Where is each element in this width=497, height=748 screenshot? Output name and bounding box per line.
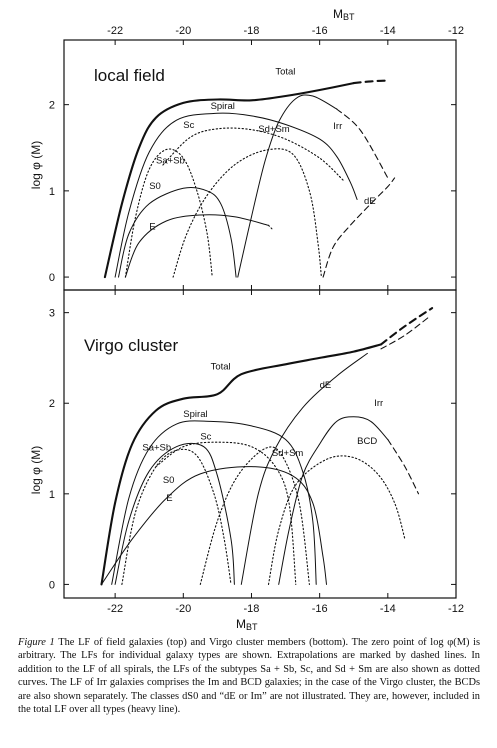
- axis-title-top-x: MBT: [333, 7, 355, 22]
- y-tick-label: 2: [49, 100, 55, 112]
- curve-label-group-local-field: Total Spiral Sc Sd+Sm Sa+Sb S0 E Irr dE: [149, 66, 375, 232]
- curve-label-irr-top: Irr: [333, 121, 342, 132]
- axis-title-top-x-sub: BT: [343, 12, 355, 22]
- x-tick-label: -14: [380, 603, 396, 615]
- curve-sa-sb-top: [124, 148, 213, 278]
- curve-s0-bottom: [114, 442, 235, 585]
- axis-title-top-y: log φ (M): [29, 141, 43, 189]
- y-tick-label: 1: [49, 489, 55, 501]
- x-tick-label: -20: [175, 603, 191, 615]
- curve-label-sa-sb-top: Sa+Sb: [156, 155, 185, 166]
- tick-group-local-field: -22 -20 -18 -16 -14 -12 0 1 2: [49, 25, 464, 290]
- curve-label-irr-bottom: Irr: [374, 398, 383, 409]
- figure-caption: Figure 1 The LF of field galaxies (top) …: [18, 636, 480, 716]
- curve-extension-top: [352, 79, 389, 85]
- curve-extension-top: [267, 224, 273, 230]
- curve-group-virgo-cluster: [100, 307, 434, 586]
- axis-title-bottom-x-main: M: [236, 617, 246, 631]
- curve-e-top: [124, 214, 269, 278]
- x-tick-label: -12: [448, 25, 464, 37]
- x-tick-label: -16: [312, 25, 328, 37]
- y-tick-label: 1: [49, 186, 55, 198]
- panel-title-local-field: local field: [94, 66, 165, 85]
- curve-sd-sm-bottom: [199, 446, 310, 585]
- curve-total-bottom: [100, 343, 383, 586]
- curve-label-group-virgo-cluster: Total Spiral Sc Sa+Sb S0 E Sd+Sm dE Irr BCD: [142, 362, 383, 504]
- curve-spiral-top: [114, 112, 358, 278]
- curve-label-total-top: Total: [275, 66, 295, 77]
- curve-de-top: [322, 177, 396, 278]
- curve-label-de-bottom: dE: [320, 380, 332, 391]
- x-tick-label: -22: [107, 603, 123, 615]
- curve-label-s0-bottom: S0: [163, 475, 175, 486]
- curve-bcd-bottom: [267, 455, 406, 585]
- curve-sc-top: [162, 127, 345, 182]
- curve-irr-top: [237, 94, 338, 278]
- curve-irr-bottom: [278, 416, 389, 585]
- curve-label-s0-top: S0: [149, 181, 161, 192]
- curve-sc-bottom: [155, 441, 297, 585]
- tick-group-virgo-cluster: -22 -20 -18 -16 -14 -12 0 1 2 3: [49, 290, 464, 615]
- caption-lead: Figure 1: [18, 637, 55, 648]
- curve-label-sd-sm-top: Sd+Sm: [258, 124, 290, 135]
- x-tick-label: -14: [380, 25, 396, 37]
- curve-label-total-bottom: Total: [211, 362, 231, 373]
- axis-title-bottom-y: log φ (M): [29, 446, 43, 494]
- y-tick-label: 0: [49, 272, 55, 284]
- y-tick-label: 0: [49, 579, 55, 591]
- curve-extension-bottom: [379, 307, 434, 346]
- curve-label-sa-sb-bottom: Sa+Sb: [142, 442, 171, 453]
- y-tick-label: 3: [49, 308, 55, 320]
- curve-group-local-field: [103, 79, 396, 279]
- caption-text: The LF of field galaxies (top) and Virgo…: [18, 637, 481, 716]
- curve-sa-sb-bottom: [121, 448, 232, 585]
- curve-de-bottom: [240, 352, 368, 585]
- panel-virgo-cluster: Virgo cluster -22 -20 -18 -16 -14 -12 0 1 2 3 Tot…: [29, 289, 464, 632]
- panel-title-virgo-cluster: Virgo cluster: [84, 336, 179, 355]
- x-tick-label: -22: [107, 25, 123, 37]
- panel-local-field: local field -22 -20 -18 -16 -14 -12 0 1 2 Total S…: [29, 7, 464, 291]
- curve-label-spiral-bottom: Spiral: [183, 409, 207, 420]
- luminosity-function-figure: local field -22 -20 -18 -16 -14 -12 0 1 2 Total S…: [29, 7, 464, 632]
- x-tick-label: -16: [312, 603, 328, 615]
- curve-label-de-top: dE: [364, 196, 376, 207]
- curve-extension-bottom: [387, 438, 420, 495]
- x-tick-label: -18: [244, 603, 260, 615]
- axis-title-bottom-x-sub: BT: [246, 622, 258, 632]
- curve-label-sd-sm-bottom: Sd+Sm: [272, 448, 304, 459]
- x-tick-label: -20: [175, 25, 191, 37]
- panel-frame-virgo-cluster: [63, 289, 457, 599]
- curve-label-sc-bottom: Sc: [200, 431, 211, 442]
- axis-title-bottom-x: MBT: [236, 617, 258, 632]
- curve-label-spiral-top: Spiral: [211, 101, 235, 112]
- x-tick-label: -18: [244, 25, 260, 37]
- curve-label-bcd-bottom: BCD: [357, 436, 377, 447]
- curve-label-sc-top: Sc: [183, 120, 194, 131]
- curve-extension-top: [336, 108, 389, 179]
- curve-total-top: [103, 82, 355, 279]
- curve-extension-bottom: [380, 316, 430, 350]
- curve-e-bottom: [101, 466, 327, 585]
- curve-label-e-bottom: E: [166, 493, 172, 504]
- x-tick-label: -12: [448, 603, 464, 615]
- curve-s0-top: [118, 186, 237, 278]
- axis-title-top-x-main: M: [333, 7, 343, 21]
- curve-sd-sm-top: [172, 148, 322, 278]
- curve-label-e-top: E: [149, 222, 155, 233]
- y-tick-label: 2: [49, 398, 55, 410]
